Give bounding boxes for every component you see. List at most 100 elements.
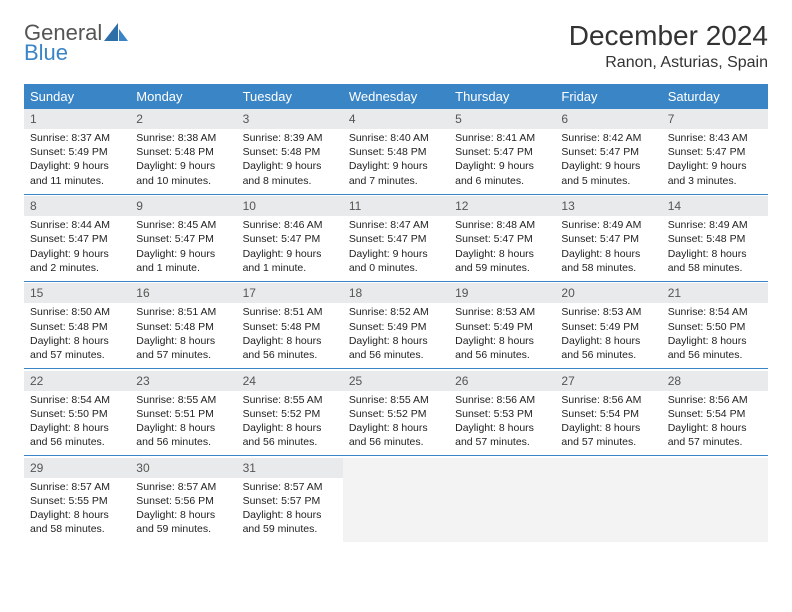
daylight-text-1: Daylight: 9 hours <box>136 247 230 261</box>
sunset-text: Sunset: 5:48 PM <box>243 145 337 159</box>
day-number: 18 <box>343 283 449 303</box>
daylight-text-1: Daylight: 8 hours <box>349 334 443 348</box>
day-cell: Sunrise: 8:51 AMSunset: 5:48 PMDaylight:… <box>130 303 236 368</box>
day-number: 28 <box>662 371 768 391</box>
day-cell: Sunrise: 8:56 AMSunset: 5:53 PMDaylight:… <box>449 391 555 456</box>
sunset-text: Sunset: 5:48 PM <box>243 320 337 334</box>
daylight-text-1: Daylight: 8 hours <box>455 334 549 348</box>
daylight-text-2: and 57 minutes. <box>30 348 124 362</box>
sunrise-text: Sunrise: 8:53 AM <box>561 305 655 319</box>
day-cell: Sunrise: 8:39 AMSunset: 5:48 PMDaylight:… <box>237 129 343 194</box>
day-cell: Sunrise: 8:54 AMSunset: 5:50 PMDaylight:… <box>662 303 768 368</box>
day-cell: Sunrise: 8:41 AMSunset: 5:47 PMDaylight:… <box>449 129 555 194</box>
sunrise-text: Sunrise: 8:57 AM <box>243 480 337 494</box>
day-number: 17 <box>237 283 343 303</box>
sunrise-text: Sunrise: 8:54 AM <box>668 305 762 319</box>
day-cell: Sunrise: 8:51 AMSunset: 5:48 PMDaylight:… <box>237 303 343 368</box>
daylight-text-2: and 56 minutes. <box>349 348 443 362</box>
sunset-text: Sunset: 5:49 PM <box>349 320 443 334</box>
day-number: 3 <box>237 109 343 129</box>
daylight-text-1: Daylight: 8 hours <box>561 334 655 348</box>
day-number: 27 <box>555 371 661 391</box>
day-cell: Sunrise: 8:53 AMSunset: 5:49 PMDaylight:… <box>555 303 661 368</box>
day-data-row: Sunrise: 8:44 AMSunset: 5:47 PMDaylight:… <box>24 216 768 281</box>
sunrise-text: Sunrise: 8:41 AM <box>455 131 549 145</box>
sunrise-text: Sunrise: 8:57 AM <box>136 480 230 494</box>
sunset-text: Sunset: 5:48 PM <box>136 320 230 334</box>
day-cell: Sunrise: 8:47 AMSunset: 5:47 PMDaylight:… <box>343 216 449 281</box>
sunrise-text: Sunrise: 8:46 AM <box>243 218 337 232</box>
day-cell <box>449 478 555 543</box>
sunset-text: Sunset: 5:47 PM <box>455 232 549 246</box>
day-cell: Sunrise: 8:53 AMSunset: 5:49 PMDaylight:… <box>449 303 555 368</box>
day-number: 12 <box>449 196 555 216</box>
day-cell: Sunrise: 8:55 AMSunset: 5:52 PMDaylight:… <box>343 391 449 456</box>
sunrise-text: Sunrise: 8:55 AM <box>243 393 337 407</box>
daylight-text-2: and 57 minutes. <box>136 348 230 362</box>
daylight-text-1: Daylight: 8 hours <box>30 334 124 348</box>
day-number-row: 293031 <box>24 458 768 478</box>
header: General December 2024 Ranon, Asturias, S… <box>24 20 768 72</box>
sunset-text: Sunset: 5:47 PM <box>455 145 549 159</box>
sunset-text: Sunset: 5:56 PM <box>136 494 230 508</box>
sunrise-text: Sunrise: 8:48 AM <box>455 218 549 232</box>
sunrise-text: Sunrise: 8:55 AM <box>349 393 443 407</box>
daylight-text-1: Daylight: 8 hours <box>561 247 655 261</box>
day-cell <box>555 478 661 543</box>
daylight-text-2: and 0 minutes. <box>349 261 443 275</box>
day-cell: Sunrise: 8:49 AMSunset: 5:47 PMDaylight:… <box>555 216 661 281</box>
day-number: 19 <box>449 283 555 303</box>
day-cell: Sunrise: 8:48 AMSunset: 5:47 PMDaylight:… <box>449 216 555 281</box>
sunrise-text: Sunrise: 8:39 AM <box>243 131 337 145</box>
sunset-text: Sunset: 5:47 PM <box>668 145 762 159</box>
sunrise-text: Sunrise: 8:51 AM <box>136 305 230 319</box>
day-cell: Sunrise: 8:46 AMSunset: 5:47 PMDaylight:… <box>237 216 343 281</box>
day-cell: Sunrise: 8:43 AMSunset: 5:47 PMDaylight:… <box>662 129 768 194</box>
day-cell: Sunrise: 8:42 AMSunset: 5:47 PMDaylight:… <box>555 129 661 194</box>
daylight-text-2: and 10 minutes. <box>136 174 230 188</box>
day-header: Sunday <box>24 84 130 109</box>
day-number <box>555 458 661 478</box>
sunset-text: Sunset: 5:57 PM <box>243 494 337 508</box>
day-number: 25 <box>343 371 449 391</box>
daylight-text-2: and 56 minutes. <box>349 435 443 449</box>
daylight-text-1: Daylight: 8 hours <box>668 247 762 261</box>
day-number: 2 <box>130 109 236 129</box>
daylight-text-2: and 56 minutes. <box>668 348 762 362</box>
sunset-text: Sunset: 5:48 PM <box>349 145 443 159</box>
sunset-text: Sunset: 5:51 PM <box>136 407 230 421</box>
day-number-row: 1234567 <box>24 109 768 129</box>
day-number: 29 <box>24 458 130 478</box>
daylight-text-1: Daylight: 9 hours <box>349 247 443 261</box>
daylight-text-1: Daylight: 9 hours <box>243 247 337 261</box>
sunrise-text: Sunrise: 8:51 AM <box>243 305 337 319</box>
daylight-text-1: Daylight: 9 hours <box>136 159 230 173</box>
daylight-text-1: Daylight: 8 hours <box>136 508 230 522</box>
sunset-text: Sunset: 5:47 PM <box>30 232 124 246</box>
day-number: 1 <box>24 109 130 129</box>
daylight-text-1: Daylight: 8 hours <box>30 508 124 522</box>
sunrise-text: Sunrise: 8:55 AM <box>136 393 230 407</box>
day-number <box>343 458 449 478</box>
day-number: 10 <box>237 196 343 216</box>
daylight-text-1: Daylight: 8 hours <box>243 508 337 522</box>
calendar-table: Sunday Monday Tuesday Wednesday Thursday… <box>24 84 768 542</box>
daylight-text-1: Daylight: 8 hours <box>455 421 549 435</box>
day-data-row: Sunrise: 8:37 AMSunset: 5:49 PMDaylight:… <box>24 129 768 194</box>
sunset-text: Sunset: 5:50 PM <box>668 320 762 334</box>
daylight-text-2: and 58 minutes. <box>561 261 655 275</box>
day-header: Thursday <box>449 84 555 109</box>
daylight-text-2: and 59 minutes. <box>243 522 337 536</box>
sunrise-text: Sunrise: 8:44 AM <box>30 218 124 232</box>
day-number: 13 <box>555 196 661 216</box>
daylight-text-1: Daylight: 8 hours <box>136 421 230 435</box>
sunrise-text: Sunrise: 8:38 AM <box>136 131 230 145</box>
day-number: 15 <box>24 283 130 303</box>
title-location: Ranon, Asturias, Spain <box>569 54 768 72</box>
day-cell: Sunrise: 8:55 AMSunset: 5:52 PMDaylight:… <box>237 391 343 456</box>
daylight-text-2: and 58 minutes. <box>30 522 124 536</box>
day-number-row: 15161718192021 <box>24 283 768 303</box>
daylight-text-2: and 1 minute. <box>243 261 337 275</box>
title-block: December 2024 Ranon, Asturias, Spain <box>569 20 768 72</box>
day-cell: Sunrise: 8:57 AMSunset: 5:57 PMDaylight:… <box>237 478 343 543</box>
